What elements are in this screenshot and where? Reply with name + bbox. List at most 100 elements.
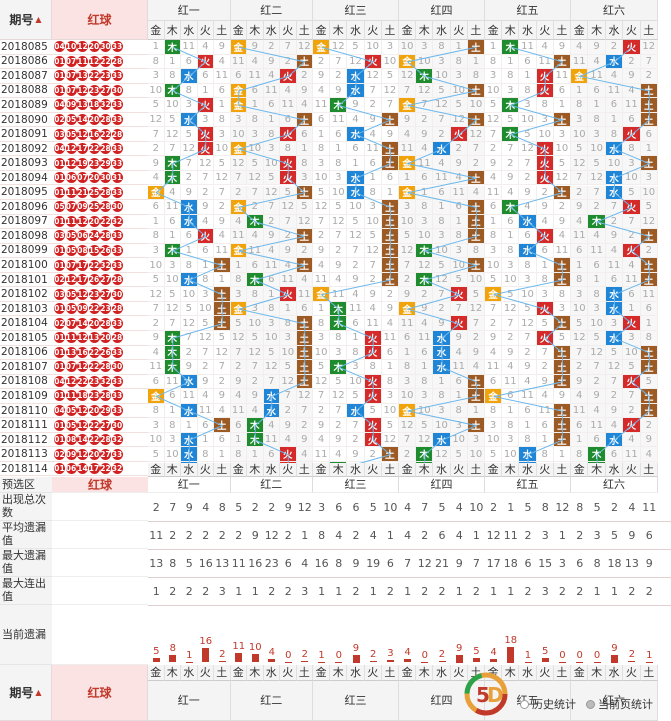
grid-cell: 7: [640, 54, 658, 70]
top-element-2-4: 土: [381, 21, 399, 40]
red-ball: 17: [88, 463, 100, 475]
radio-history[interactable]: 历史统计: [520, 696, 576, 712]
element-mark-0: 金: [485, 287, 503, 302]
grid-cell: 6: [399, 331, 417, 346]
element-mark-4: 土: [640, 272, 658, 288]
preselect-element-3-3: 火: [450, 462, 468, 477]
grid-cell: 12: [148, 287, 165, 302]
grid-cell: 11: [399, 141, 417, 157]
grid-cell: 7: [399, 258, 417, 273]
current-miss-bar: [185, 661, 193, 663]
grid-cell: 2: [230, 360, 247, 375]
period-cell: 2018104: [0, 316, 52, 331]
grid-cell: 1: [313, 301, 331, 317]
red-ball: 08: [65, 434, 77, 446]
grid-cell: 5: [364, 229, 382, 244]
preselect-element-5-4: 土: [640, 462, 658, 477]
red-balls-cell: 01 05 09 22 23 28: [52, 301, 148, 317]
bottom-period-header[interactable]: 期号 ▲: [0, 664, 52, 721]
stat-value: 2: [202, 584, 210, 598]
grid-cell: 9: [197, 200, 214, 215]
element-mark-3: 火: [364, 432, 382, 448]
current-miss-value: 0: [421, 649, 428, 661]
red-ball: 22: [88, 259, 100, 271]
grid-cell: 12: [197, 331, 214, 346]
grid-cell: 2: [450, 141, 468, 157]
grid-cell: 8: [181, 258, 198, 273]
grid-cell: 7: [450, 301, 468, 317]
stat-value: 2: [628, 584, 636, 598]
element-mark-3: 火: [364, 345, 382, 361]
grid-cell: 11: [416, 331, 434, 346]
grid-cell: 1: [502, 229, 520, 244]
grid-cell: 12: [296, 214, 313, 230]
grid-cell: 9: [214, 214, 231, 230]
red-ball: 22: [100, 463, 111, 475]
grid-cell: 2: [467, 156, 485, 171]
element-mark-1: 木: [164, 40, 181, 55]
grid-cell: 1: [230, 258, 247, 273]
grid-cell: 6: [263, 447, 280, 462]
grid-cell: 10: [450, 258, 468, 273]
grid-cell: 1: [571, 258, 589, 273]
grid-cell: 1: [502, 54, 520, 70]
grid-cell: 3: [181, 98, 198, 113]
element-mark-4: 土: [381, 258, 399, 273]
grid-cell: 3: [623, 331, 641, 346]
preselect-element-1-0: 金: [230, 462, 247, 477]
grid-cell: 7: [519, 331, 537, 346]
grid-cell: 6: [247, 258, 264, 273]
grid-cell: 7: [247, 185, 264, 200]
stat-value: 17: [486, 556, 501, 570]
red-ball: 22: [77, 375, 88, 387]
red-ball: 33: [111, 390, 123, 402]
red-ball: 09: [77, 201, 88, 213]
grid-cell: 1: [280, 301, 297, 317]
grid-cell: 3: [148, 243, 165, 259]
grid-cell: 2: [296, 243, 313, 259]
grid-cell: 1: [296, 141, 313, 157]
grid-cell: 2: [197, 185, 214, 200]
red-ball: 02: [54, 317, 65, 329]
top-element-4-4: 土: [553, 21, 571, 40]
element-mark-3: 火: [536, 156, 554, 171]
red-ball: 02: [54, 448, 65, 460]
element-mark-4: 土: [553, 54, 571, 70]
period-cell: 2018110: [0, 403, 52, 419]
red-ball: 20: [88, 448, 100, 460]
grid-cell: 10: [485, 432, 503, 448]
current-miss-bar: [421, 661, 429, 663]
grid-cell: 5: [148, 272, 165, 288]
red-balls-cell: 02 09 12 20 27 33: [52, 447, 148, 462]
grid-cell: 1: [381, 360, 399, 375]
red-ball: 33: [111, 143, 123, 155]
current-miss-bar: [455, 654, 463, 663]
grid-cell: 6: [197, 69, 214, 84]
bottom-element-1-2: 水: [263, 664, 280, 681]
grid-cell: 12: [296, 389, 313, 404]
red-balls-cell: 05 07 09 25 28 30: [52, 200, 148, 215]
red-ball: 12: [77, 215, 88, 227]
current-miss-value: 8: [169, 643, 176, 655]
grid-cell: 7: [605, 200, 624, 215]
current-miss-bar: [268, 658, 276, 663]
grid-cell: 12: [433, 272, 451, 288]
element-mark-3: 火: [364, 331, 382, 346]
grid-cell: 10: [467, 447, 485, 462]
red-ball: 29: [100, 157, 111, 169]
bottom-element-3-3: 火: [450, 664, 468, 681]
radio-current-page[interactable]: 当前页统计: [586, 696, 653, 712]
element-mark-4: 土: [553, 374, 571, 390]
grid-cell: 2: [416, 287, 434, 302]
grid-cell: 8: [571, 98, 589, 113]
element-mark-0: 金: [399, 301, 417, 317]
period-header[interactable]: 期号 ▲: [0, 0, 52, 40]
period-cell: 2018102: [0, 287, 52, 302]
red-ball: 07: [65, 84, 77, 96]
grid-cell: 12: [280, 374, 297, 390]
element-mark-2: 水: [433, 345, 451, 361]
stat-value: 2: [268, 584, 276, 598]
period-label: 期号: [9, 13, 34, 27]
grid-cell: 12: [164, 127, 181, 142]
grid-cell: 6: [181, 54, 198, 70]
